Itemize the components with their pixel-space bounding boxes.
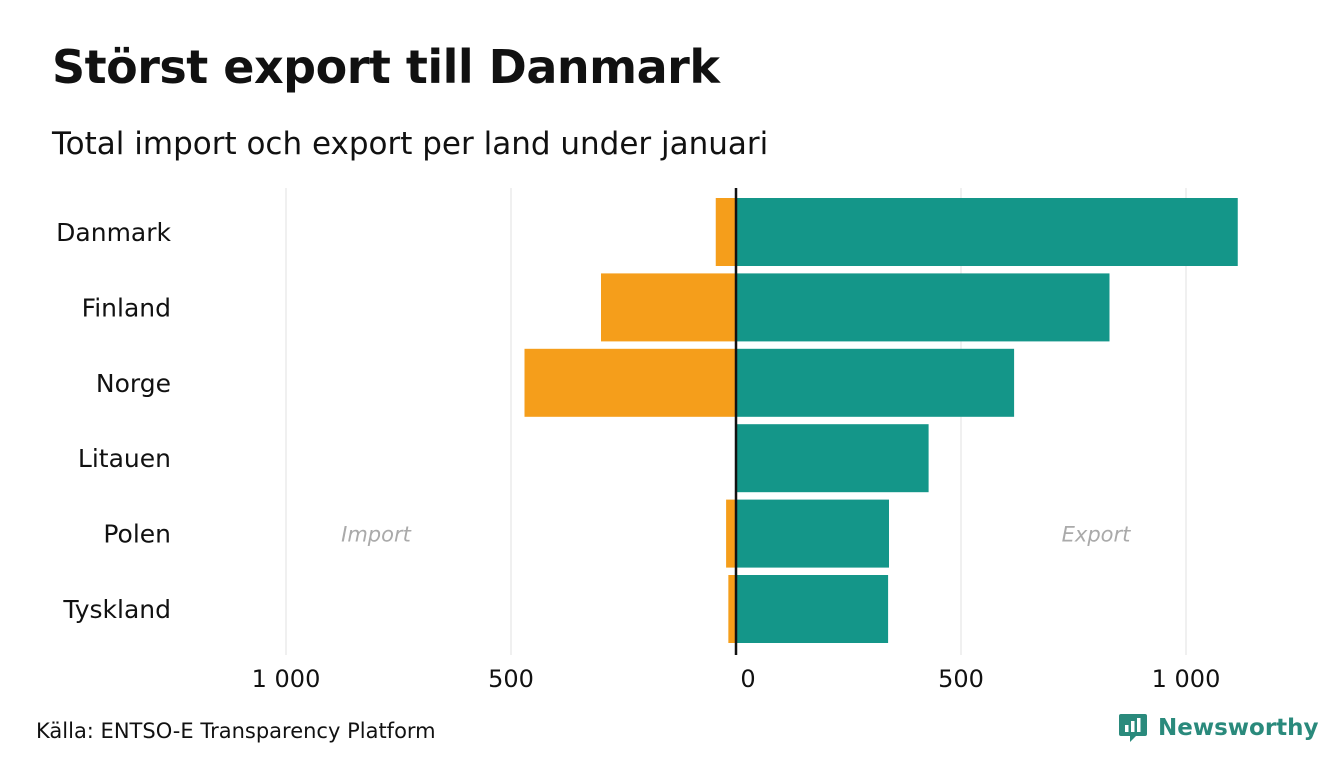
x-tick-label: 500 xyxy=(488,665,534,693)
import-bar xyxy=(715,198,736,266)
category-label: Tyskland xyxy=(62,595,171,624)
export-bar xyxy=(736,348,1015,417)
chart-subtitle: Total import och export per land under j… xyxy=(52,126,769,162)
export-bar xyxy=(736,575,889,643)
export-bar xyxy=(736,273,1110,342)
category-label: Danmark xyxy=(56,218,171,247)
brand-name: Newsworthy xyxy=(1158,715,1319,741)
x-tick-label: 1 000 xyxy=(252,665,321,693)
export-bar xyxy=(736,499,889,568)
import-bar xyxy=(601,273,736,342)
import-bar xyxy=(524,348,736,417)
annotation-label: Export xyxy=(1062,523,1132,547)
category-label: Litauen xyxy=(78,444,171,473)
category-label: Finland xyxy=(82,293,171,322)
source-note: Källa: ENTSO-E Transparency Platform xyxy=(36,719,436,743)
x-tick-label: 500 xyxy=(938,665,984,693)
category-label: Polen xyxy=(103,520,171,549)
import-bar xyxy=(728,575,736,643)
export-bar xyxy=(736,424,929,493)
x-tick-label: 1 000 xyxy=(1152,665,1221,693)
diverging-bar-chart: Danmark Finland Norge Litauen Polen Tyskland 1… xyxy=(56,188,1238,693)
newsworthy-logo-icon xyxy=(1119,714,1147,742)
category-label: Norge xyxy=(96,369,171,398)
import-bar xyxy=(726,499,736,568)
x-tick-label: 0 xyxy=(740,665,755,693)
annotation-label: Import xyxy=(341,523,411,547)
export-bar xyxy=(736,198,1238,266)
chart-title: Störst export till Danmark xyxy=(52,40,720,94)
brand-logo: Newsworthy xyxy=(1118,712,1319,744)
